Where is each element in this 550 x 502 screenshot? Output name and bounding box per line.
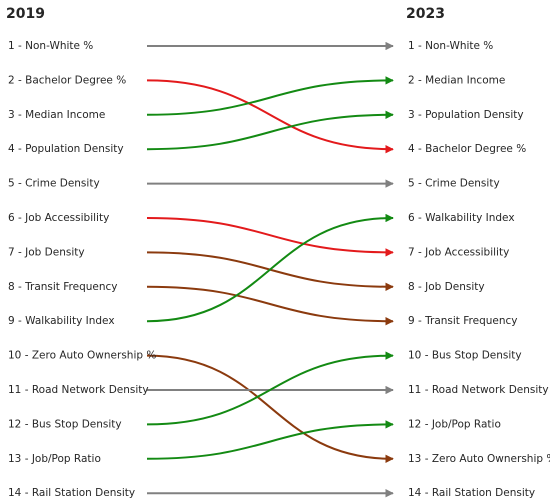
right-rank-label: 3 - Population Density xyxy=(408,109,524,121)
left-rank-label: 1 - Non-White % xyxy=(8,40,93,52)
left-rank-labels: 1 - Non-White % 2 - Bachelor Degree % 3 - … xyxy=(8,40,156,499)
right-rank-label: 1 - Non-White % xyxy=(408,40,493,52)
rank-curve xyxy=(146,354,394,463)
rank-curve xyxy=(146,79,394,154)
right-rank-label: 10 - Bus Stop Density xyxy=(408,350,522,362)
right-rank-label: 5 - Crime Density xyxy=(408,178,500,190)
right-column-title: 2023 xyxy=(406,6,445,22)
left-rank-label: 11 - Road Network Density xyxy=(8,384,149,396)
right-rank-label: 6 - Walkability Index xyxy=(408,212,515,224)
right-rank-labels: 1 - Non-White % 2 - Median Income 3 - Popu… xyxy=(408,40,550,499)
left-rank-label: 7 - Job Density xyxy=(8,246,85,258)
left-rank-label: 6 - Job Accessibility xyxy=(8,212,109,224)
rank-curves xyxy=(146,41,394,498)
right-rank-label: 14 - Rail Station Density xyxy=(408,487,535,499)
left-rank-label: 10 - Zero Auto Ownership % xyxy=(8,350,156,362)
right-rank-label: 8 - Job Density xyxy=(408,281,485,293)
left-rank-label: 13 - Job/Pop Ratio xyxy=(8,453,101,465)
rank-curve xyxy=(146,217,394,257)
rank-curve xyxy=(146,420,394,460)
right-rank-label: 11 - Road Network Density xyxy=(408,384,549,396)
rank-curve xyxy=(146,213,394,323)
left-rank-label: 5 - Crime Density xyxy=(8,178,100,190)
right-rank-label: 13 - Zero Auto Ownership % xyxy=(408,453,550,465)
right-rank-label: 9 - Transit Frequency xyxy=(408,315,518,327)
left-rank-label: 2 - Bachelor Degree % xyxy=(8,74,126,86)
rank-curve xyxy=(146,351,394,426)
rank-curve xyxy=(146,285,394,326)
rank-curve xyxy=(146,76,394,116)
right-rank-label: 7 - Job Accessibility xyxy=(408,246,509,258)
left-rank-label: 9 - Walkability Index xyxy=(8,315,115,327)
right-rank-label: 12 - Job/Pop Ratio xyxy=(408,418,501,430)
left-column-title: 2019 xyxy=(6,6,45,22)
left-rank-label: 8 - Transit Frequency xyxy=(8,281,118,293)
left-rank-label: 4 - Population Density xyxy=(8,143,124,155)
left-rank-label: 14 - Rail Station Density xyxy=(8,487,135,499)
left-rank-label: 3 - Median Income xyxy=(8,109,105,121)
left-rank-label: 12 - Bus Stop Density xyxy=(8,418,122,430)
right-rank-label: 4 - Bachelor Degree % xyxy=(408,143,526,155)
rank-curve xyxy=(146,110,394,151)
right-rank-label: 2 - Median Income xyxy=(408,74,505,86)
